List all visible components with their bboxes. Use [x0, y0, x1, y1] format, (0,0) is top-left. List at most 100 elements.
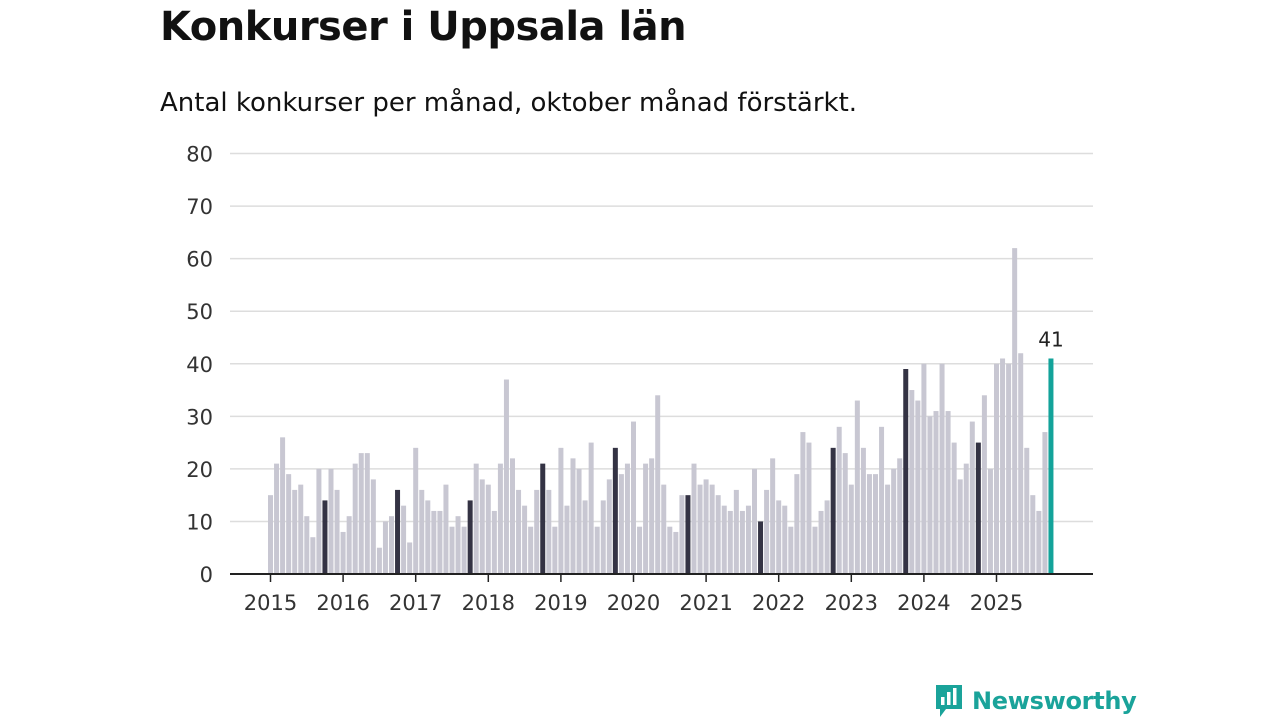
bar: [1030, 495, 1036, 574]
bar: [703, 479, 709, 574]
bar: [280, 437, 286, 574]
x-tick-label: 2024: [897, 591, 950, 615]
bar: [824, 500, 830, 574]
bar: [516, 489, 522, 574]
bar: [655, 395, 661, 574]
y-tick-label: 40: [186, 353, 213, 377]
bar: [854, 400, 860, 574]
bar: [352, 463, 358, 574]
bar: [503, 379, 509, 574]
y-tick-label: 20: [186, 458, 213, 482]
bar: [576, 468, 582, 575]
bar: [437, 510, 443, 574]
brand-name: Newsworthy: [972, 687, 1137, 715]
bar: [987, 468, 993, 575]
bar: [745, 505, 751, 574]
bar: [963, 463, 969, 574]
bar: [709, 484, 715, 574]
bar: [401, 505, 407, 574]
bar-october: [322, 500, 328, 574]
bar: [1018, 353, 1024, 574]
bar: [1024, 447, 1030, 574]
bar: [649, 458, 655, 574]
bar: [891, 468, 897, 575]
bar: [376, 547, 382, 574]
bar: [546, 489, 552, 574]
bar: [782, 505, 788, 574]
bar: [370, 479, 376, 574]
bar: [909, 390, 915, 574]
bar: [981, 395, 987, 574]
bar-latest: [1048, 358, 1054, 574]
x-tick-label: 2015: [244, 591, 297, 615]
y-tick-label: 0: [200, 563, 213, 587]
bar: [606, 479, 612, 574]
bar: [951, 442, 957, 574]
bar: [806, 442, 812, 574]
bar: [594, 526, 600, 574]
bar: [848, 484, 854, 574]
bar: [358, 453, 364, 574]
bar: [552, 526, 558, 574]
bar: [733, 489, 739, 574]
bar: [818, 510, 824, 574]
bar: [485, 484, 491, 574]
bar: [764, 489, 770, 574]
bar: [794, 474, 800, 574]
bar: [643, 463, 649, 574]
bar: [915, 400, 921, 574]
newsworthy-logo-icon: [936, 685, 962, 717]
bar: [873, 474, 878, 574]
bar: [382, 521, 388, 574]
bar: [455, 516, 461, 574]
bar: [286, 474, 292, 574]
bar: [812, 526, 818, 574]
bar: [389, 516, 394, 574]
bar: [661, 484, 667, 574]
chart-subtitle: Antal konkurser per månad, oktober månad…: [160, 88, 858, 118]
bar-october: [395, 489, 401, 574]
bar: [739, 510, 745, 574]
bar: [624, 463, 630, 574]
x-tick-label: 2020: [607, 591, 660, 615]
bar: [479, 479, 485, 574]
bar: [534, 489, 540, 574]
bar: [510, 458, 515, 574]
bar: [866, 474, 872, 574]
bar: [927, 416, 933, 574]
bar: [582, 500, 588, 574]
bar: [449, 526, 455, 574]
bar: [491, 510, 497, 574]
bar: [328, 468, 334, 575]
bar: [570, 458, 576, 574]
bar: [600, 500, 606, 574]
bar: [443, 484, 449, 574]
bar: [879, 426, 885, 574]
bar: [721, 505, 727, 574]
bar: [939, 363, 945, 574]
x-tick-label: 2023: [825, 591, 878, 615]
bar: [691, 463, 697, 574]
bar: [618, 474, 624, 574]
bar: [715, 495, 721, 574]
bar: [1012, 248, 1018, 575]
bar: [304, 516, 310, 574]
bar-october: [975, 442, 981, 574]
bar: [407, 542, 413, 574]
y-tick-label: 70: [186, 195, 213, 219]
bar: [558, 447, 564, 574]
bar: [334, 489, 340, 574]
y-tick-label: 80: [186, 143, 213, 167]
bar: [497, 463, 503, 574]
bar: [425, 500, 431, 574]
bar: [727, 510, 733, 574]
bar: [667, 526, 673, 574]
bar: [316, 468, 322, 575]
bar: [564, 505, 570, 574]
bar: [885, 484, 891, 574]
bar: [1006, 363, 1012, 574]
bar: [800, 432, 806, 574]
y-tick-label: 10: [186, 510, 213, 534]
x-tick-label: 2022: [752, 591, 805, 615]
